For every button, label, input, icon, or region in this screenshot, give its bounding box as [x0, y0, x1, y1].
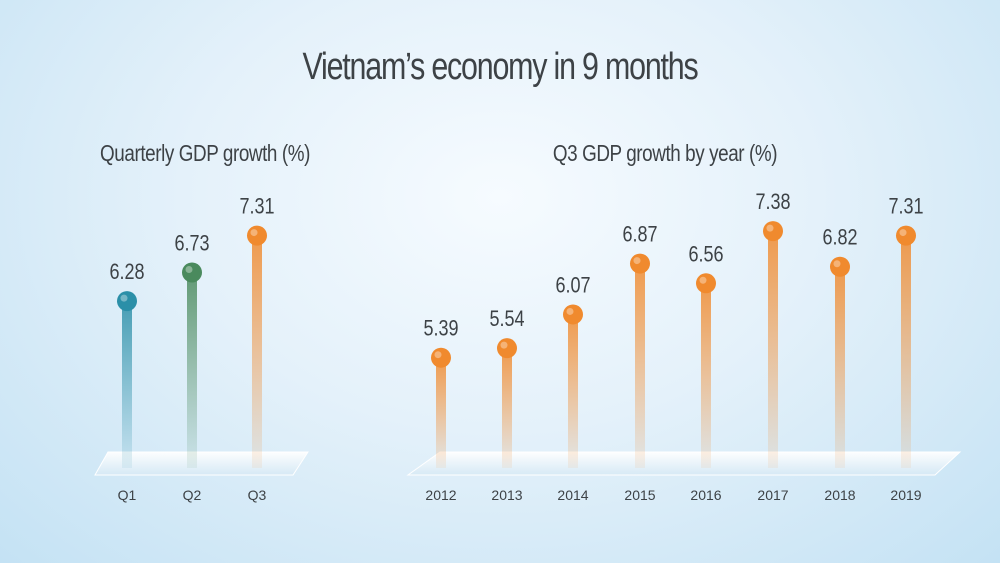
lollipop-stem-2013 — [502, 348, 512, 468]
x-tick-label: 2016 — [690, 487, 721, 503]
lollipop-head-2017 — [763, 221, 783, 242]
lollipop-head-2014 — [563, 304, 583, 325]
lollipop-highlight — [185, 265, 193, 273]
value-label: 5.54 — [489, 308, 524, 332]
right-platform — [406, 451, 962, 476]
lollipop-highlight — [120, 294, 128, 302]
value-label: 6.28 — [109, 261, 144, 285]
lollipop-stem-q2 — [187, 272, 197, 468]
lollipop-highlight — [434, 351, 442, 359]
lollipop-stem-2016 — [701, 283, 711, 468]
chart-title: Vietnam’s economy in 9 months — [302, 46, 699, 88]
quarterly-chart-title: Quarterly GDP growth (%) — [100, 140, 310, 166]
value-label: 6.07 — [555, 274, 590, 298]
x-tick-label: 2019 — [890, 487, 921, 503]
lollipop-highlight — [500, 341, 508, 349]
lollipop-highlight — [566, 307, 574, 315]
value-label: 6.56 — [688, 243, 723, 267]
value-label: 7.31 — [888, 195, 923, 219]
value-label: 6.73 — [174, 232, 209, 256]
lollipop-stem-2018 — [835, 266, 845, 468]
lollipop-head-2016 — [696, 273, 716, 294]
lollipop-highlight — [250, 229, 258, 237]
lollipop-head-2015 — [630, 253, 650, 274]
lollipop-stem-2012 — [436, 357, 446, 468]
lollipop-head-q2 — [182, 262, 202, 283]
lollipop-head-q1 — [117, 291, 137, 312]
x-tick-label: 2015 — [624, 487, 655, 503]
x-tick-label: Q2 — [183, 487, 202, 503]
x-tick-label: 2014 — [557, 487, 588, 503]
lollipop-stem-2014 — [568, 314, 578, 468]
value-label: 7.38 — [755, 191, 790, 215]
lollipop-head-2019 — [896, 225, 916, 246]
lollipop-head-2012 — [431, 347, 451, 368]
yearly-chart-title: Q3 GDP growth by year (%) — [552, 140, 778, 166]
lollipop-stem-2017 — [768, 231, 778, 468]
lollipop-stem-q3 — [252, 235, 262, 468]
value-label: 5.39 — [423, 317, 458, 341]
x-tick-label: 2012 — [425, 487, 456, 503]
value-label: 7.31 — [239, 195, 274, 219]
lollipop-highlight — [633, 257, 641, 265]
lollipop-head-2013 — [497, 338, 517, 359]
lollipop-stem-2019 — [901, 235, 911, 468]
lollipop-head-2018 — [830, 256, 850, 277]
value-label: 6.82 — [822, 226, 857, 250]
lollipop-highlight — [699, 276, 707, 284]
x-tick-label: Q1 — [118, 487, 137, 503]
x-tick-label: Q3 — [248, 487, 267, 503]
value-label: 6.87 — [622, 223, 657, 247]
lollipop-stem-2015 — [635, 263, 645, 468]
lollipop-head-q3 — [247, 225, 267, 246]
lollipop-highlight — [899, 229, 907, 237]
lollipop-stem-q1 — [122, 301, 132, 468]
x-tick-label: 2017 — [757, 487, 788, 503]
lollipop-highlight — [766, 224, 774, 232]
lollipop-highlight — [833, 260, 841, 268]
x-tick-label: 2018 — [824, 487, 855, 503]
x-tick-label: 2013 — [491, 487, 522, 503]
